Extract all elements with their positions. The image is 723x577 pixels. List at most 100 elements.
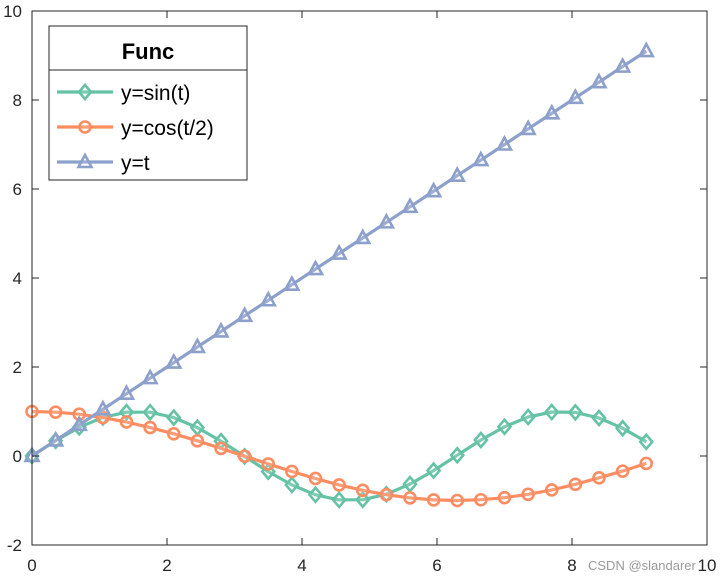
x-tick-label: 10 [698, 556, 717, 575]
y-tick-label: 10 [3, 2, 22, 21]
legend-box [48, 25, 248, 181]
data-point [48, 405, 63, 419]
data-point [615, 464, 630, 478]
data-point [354, 228, 372, 245]
data-point [285, 464, 299, 479]
data-point [355, 483, 370, 498]
data-point [190, 434, 205, 448]
axes [31, 10, 708, 546]
data-point [401, 197, 419, 214]
data-point [117, 383, 136, 401]
data-point [592, 471, 606, 485]
data-point [590, 72, 608, 89]
data-point [474, 492, 488, 507]
data-point [591, 408, 607, 427]
x-tick-label: 4 [297, 556, 306, 575]
legend: Func y=sin(t) y=cos(t/2) y=t [48, 25, 248, 181]
data-point [306, 259, 325, 276]
data-point [566, 88, 585, 105]
data-point [473, 431, 489, 450]
series-line [31, 410, 648, 502]
tick-labels: 0 2 4 6 8 10 -2 0 2 4 6 8 10 [3, 2, 716, 575]
data-point [568, 477, 583, 492]
data-point [141, 368, 159, 385]
data-point [472, 150, 490, 167]
data-point [331, 490, 347, 509]
legend-marker [77, 83, 93, 101]
data-point [450, 493, 465, 508]
series-line [31, 409, 647, 503]
data-point [166, 427, 181, 441]
data-point [402, 475, 418, 494]
legend-item: y=sin(t) [57, 82, 190, 105]
data-point [308, 471, 323, 486]
data-point [449, 446, 465, 465]
data-point [70, 415, 88, 432]
series-3 [23, 41, 655, 463]
data-point [283, 274, 301, 291]
data-point [448, 165, 466, 182]
data-point [284, 475, 300, 494]
data-point [614, 419, 631, 438]
data-point [377, 212, 396, 229]
data-point [119, 415, 134, 429]
data-point [403, 491, 417, 505]
data-point [142, 403, 158, 422]
data-point [497, 490, 512, 505]
data-point [166, 408, 182, 427]
data-point [259, 290, 277, 307]
y-tick-label: 0 [13, 447, 22, 466]
data-point [165, 352, 183, 369]
series-2 [25, 404, 654, 508]
data-point [307, 485, 324, 504]
data-point [637, 41, 655, 58]
data-point [613, 56, 632, 73]
legend-item: y=t [57, 152, 150, 175]
data-point [214, 441, 228, 456]
data-point [332, 478, 346, 492]
legend-title: Func [122, 39, 175, 64]
data-point [544, 403, 560, 422]
data-point [519, 119, 537, 136]
x-tick-label: 6 [432, 556, 441, 575]
data-point [261, 457, 276, 471]
data-point [235, 306, 254, 323]
y-tick-label: 8 [13, 91, 22, 110]
data-point [495, 134, 514, 151]
data-point [639, 456, 654, 471]
y-tick-label: 2 [13, 358, 22, 377]
legend-label: y=cos(t/2) [121, 117, 214, 140]
x-tick-label: 8 [567, 556, 576, 575]
data-point [543, 103, 561, 120]
data-point [143, 420, 157, 435]
watermark-text: CSDN @slandarer [588, 558, 697, 573]
data-point [330, 243, 348, 260]
data-point [521, 487, 535, 502]
legend-marker [76, 152, 94, 169]
legend-label: y=sin(t) [121, 82, 190, 105]
legend-label: y=t [121, 152, 150, 175]
data-point [118, 403, 135, 422]
data-point [496, 417, 513, 436]
y-tick-label: -2 [7, 536, 22, 555]
y-tick-label: 6 [13, 180, 22, 199]
data-point [520, 408, 536, 427]
series-layer [23, 41, 655, 509]
data-point [94, 399, 112, 416]
data-point [425, 461, 442, 480]
data-point [426, 493, 441, 507]
x-tick-label: 2 [162, 556, 171, 575]
data-point [567, 403, 584, 422]
legend-marker [78, 120, 92, 134]
legend-item: y=cos(t/2) [57, 117, 214, 140]
x-tick-label: 0 [27, 556, 36, 575]
data-point [379, 487, 394, 502]
data-point [46, 430, 65, 447]
data-point [188, 337, 207, 354]
data-point [544, 483, 559, 497]
y-tick-label: 4 [13, 269, 22, 288]
data-point [424, 181, 443, 198]
data-point [638, 432, 654, 451]
data-point [212, 321, 230, 338]
